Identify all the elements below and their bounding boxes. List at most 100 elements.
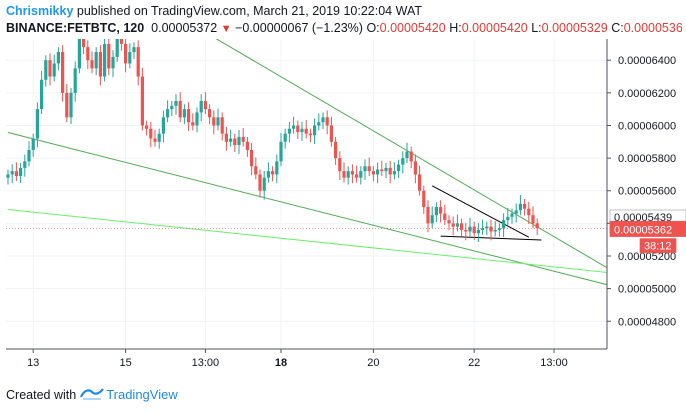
candle-body: [275, 161, 279, 175]
low-value: 0.00005329: [541, 21, 608, 35]
candle: [73, 61, 77, 102]
candle: [464, 223, 468, 241]
open-label: O:: [366, 21, 380, 35]
candle-body: [48, 60, 52, 77]
candle: [418, 165, 422, 196]
candle: [422, 185, 426, 214]
candle-body: [371, 171, 375, 175]
candle: [300, 121, 304, 141]
grid: [6, 39, 607, 349]
candle: [27, 141, 31, 167]
candle-body: [31, 138, 35, 150]
candle-body: [82, 39, 86, 48]
candle: [262, 170, 266, 200]
candle-body: [250, 149, 254, 167]
author-link[interactable]: Chrismikky: [6, 4, 74, 18]
footer: Created with TradingView: [6, 384, 178, 406]
candle-body: [359, 171, 363, 178]
tradingview-link[interactable]: TradingView: [106, 387, 178, 402]
candle: [371, 166, 375, 182]
candle: [531, 206, 535, 229]
candle: [107, 39, 111, 76]
candle: [245, 136, 249, 157]
candle-body: [161, 117, 165, 134]
candle: [308, 128, 312, 143]
candle-body: [182, 109, 186, 118]
candle-body: [94, 52, 98, 69]
price-axis[interactable]: 0.00006400 0.00006200 0.00006000 0.00005800…: [607, 55, 676, 328]
candle: [65, 84, 69, 123]
candle-body: [52, 63, 56, 77]
candle-body: [98, 52, 102, 77]
candle-body: [485, 226, 489, 229]
y-tick-label: 0.00006400: [618, 55, 676, 67]
candle-body: [476, 229, 480, 234]
candle: [325, 110, 329, 135]
candle: [220, 112, 224, 141]
candle: [430, 206, 434, 229]
candle-body: [292, 125, 296, 129]
candle: [350, 164, 354, 184]
close-label: C:: [611, 21, 624, 35]
candle-body: [124, 43, 128, 64]
candle-body: [313, 125, 317, 136]
candle: [409, 146, 413, 169]
candle: [271, 166, 275, 182]
candle: [476, 223, 480, 242]
candle: [191, 113, 195, 131]
candle: [481, 219, 485, 235]
candle-body: [304, 128, 308, 134]
price-axis-background: [607, 39, 686, 349]
candle: [111, 50, 115, 78]
candle: [182, 104, 186, 125]
candle-body: [166, 109, 170, 118]
candle: [233, 133, 237, 152]
candle-body: [237, 136, 241, 146]
candle: [439, 200, 443, 223]
candle-body: [220, 117, 224, 134]
created-with-label: Created with: [6, 388, 77, 402]
candle-body: [229, 138, 233, 142]
candle-body: [338, 158, 342, 172]
candle: [321, 112, 325, 130]
time-axis[interactable]: 13 15 13:00 18 20 22 13:00: [27, 349, 568, 369]
candle: [132, 42, 136, 59]
candle: [443, 204, 447, 225]
candle-body: [69, 92, 73, 118]
candle: [292, 116, 296, 134]
price-badge-box: [639, 238, 677, 253]
symbol-label[interactable]: BINANCE:FETBTC, 120: [6, 21, 145, 35]
candle-body: [73, 68, 77, 93]
candle-body: [23, 161, 27, 168]
candle: [363, 159, 367, 180]
candle: [52, 54, 56, 82]
candle-body: [355, 174, 359, 178]
trendline[interactable]: [431, 185, 530, 238]
candle-body: [254, 166, 258, 175]
candle-body: [90, 60, 94, 69]
candle: [6, 169, 10, 185]
candle-body: [367, 166, 371, 172]
candle: [258, 169, 262, 198]
x-tick-label: 20: [367, 357, 379, 369]
candle: [40, 70, 44, 115]
candle: [447, 215, 451, 231]
candle: [506, 208, 510, 225]
price-chart[interactable]: 0.00006400 0.00006200 0.00006000 0.00005800…: [0, 39, 686, 384]
candle: [103, 39, 107, 82]
candle-body: [464, 229, 468, 232]
candle: [405, 142, 409, 163]
candle-body: [199, 101, 203, 113]
price-badge: 38:12: [639, 238, 677, 253]
candle: [388, 161, 392, 184]
candle-body: [460, 223, 464, 230]
candle: [510, 208, 514, 224]
publish-line: Chrismikky published on TradingView.com,…: [6, 3, 682, 20]
candle-body: [136, 47, 140, 77]
candle-body: [472, 226, 476, 234]
candle: [174, 94, 178, 115]
trendline[interactable]: [7, 209, 686, 285]
candle: [212, 110, 216, 135]
candle: [229, 129, 233, 147]
candle-body: [300, 128, 304, 132]
